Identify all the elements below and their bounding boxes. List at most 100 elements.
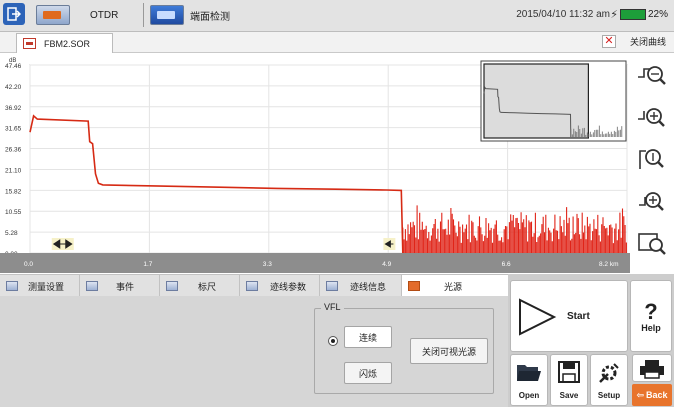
otdr-tab-icon <box>36 5 70 25</box>
event-marker <box>384 240 394 248</box>
start-label: Start <box>567 311 590 322</box>
tab-events[interactable]: 事件 <box>80 275 160 297</box>
file-tab-bar: FBM2.SOR ✕ 关闭曲线 <box>0 32 674 53</box>
tab-trace-params[interactable]: 迹线参数 <box>240 275 320 297</box>
back-label: Back <box>646 390 668 400</box>
tab-label: 迹线信息 <box>350 281 387 292</box>
start-button[interactable]: Start <box>510 280 628 352</box>
tab-fiber-inspection[interactable]: 端面检测 <box>150 3 230 27</box>
back-button[interactable]: ⇦ Back <box>632 384 672 406</box>
trace-file-icon <box>23 38 36 49</box>
help-button[interactable]: ? Help <box>630 280 672 352</box>
title-bar: OTDR 端面检测 2015/04/10 11:32 am ⚡ 22% <box>0 0 674 32</box>
exit-button[interactable] <box>3 3 25 25</box>
setup-button[interactable]: Setup <box>590 354 628 406</box>
trace-line <box>29 114 404 254</box>
y-tick-label: 36.92 <box>5 105 22 112</box>
battery-percent: 22% <box>647 9 668 20</box>
open-label: Open <box>518 391 540 400</box>
y-tick-label: 21.10 <box>5 167 22 174</box>
tab-measure-settings[interactable]: 测量设置 <box>0 275 80 297</box>
y-tick-label: 5.28 <box>5 230 18 237</box>
setup-label: Setup <box>597 391 621 400</box>
zoom-horizontal-in-button[interactable] <box>636 101 668 133</box>
date-time: 2015/04/10 11:32 am <box>516 9 610 20</box>
help-label: Help <box>641 323 661 333</box>
trace-plot[interactable]: 47.46 42.20 36.92 31.65 26.36 21.10 15.82 10.55… <box>0 53 630 273</box>
printer-icon <box>640 360 664 379</box>
events-tab-icon <box>86 281 98 291</box>
trace-params-tab-icon <box>246 281 258 291</box>
tab-otdr[interactable]: OTDR <box>36 3 118 27</box>
y-tick-label: 10.55 <box>5 209 22 216</box>
zoom-vertical-out-icon <box>639 149 664 169</box>
overview-trace <box>483 86 572 138</box>
battery-status: ⚡ 22% <box>610 8 668 21</box>
y-tick-label: 15.82 <box>5 188 22 195</box>
x-tick-label: 0.0 <box>24 261 33 268</box>
zoom-fit-button[interactable] <box>636 227 668 259</box>
x-tick-label: 3.3 <box>263 261 272 268</box>
settings-tab-icon <box>6 281 18 291</box>
vfl-flash-button[interactable]: 闪烁 <box>344 362 392 384</box>
open-button[interactable]: Open <box>510 354 548 406</box>
y-tick-label: 42.20 <box>5 84 22 91</box>
zoom-vertical-out-button[interactable] <box>636 143 668 175</box>
exit-icon <box>7 7 21 21</box>
overview-viewport <box>483 63 590 139</box>
close-trace-label: 关闭曲线 <box>629 37 666 47</box>
vfl-mode-radio[interactable] <box>328 336 338 346</box>
wrench-gear-icon <box>599 363 619 383</box>
tab-label: 迹线参数 <box>270 281 307 292</box>
vfl-group <box>314 308 494 394</box>
zoom-vertical-in-icon <box>639 192 664 211</box>
tab-divider <box>143 3 144 27</box>
tab-light-source[interactable]: 光源 <box>402 275 508 297</box>
tab-label: 事件 <box>116 281 135 292</box>
zoom-vertical-in-button[interactable] <box>636 185 668 217</box>
zoom-horizontal-out-button[interactable] <box>636 59 668 91</box>
close-icon: ✕ <box>601 35 616 48</box>
light-source-tab-icon <box>408 281 420 291</box>
x-axis-strip <box>0 253 630 273</box>
zoom-fit-icon <box>638 233 666 255</box>
save-button[interactable]: Save <box>550 354 588 406</box>
x-tick-label: 4.9 <box>382 261 391 268</box>
fiber-inspection-tab-icon <box>150 5 184 25</box>
zoom-horizontal-out-icon <box>638 66 666 85</box>
tab-cursor[interactable]: 标尺 <box>160 275 240 297</box>
otdr-trace-chart[interactable]: 47.46 42.20 36.92 31.65 26.36 21.10 15.82 10.55… <box>0 53 630 273</box>
zoom-horizontal-in-icon <box>638 108 665 127</box>
close-trace-button[interactable]: ✕ 关闭曲线 <box>601 35 666 48</box>
tab-label: 测量设置 <box>28 281 65 292</box>
tab-fiber-inspection-label: 端面检测 <box>190 11 230 23</box>
tab-label: 光源 <box>444 281 463 292</box>
tab-otdr-label: OTDR <box>90 9 119 21</box>
charging-icon: ⚡ <box>610 9 618 21</box>
x-tick-label: 1.7 <box>143 261 152 268</box>
light-source-panel: VFL 连续 闪烁 关闭可视光源 <box>0 296 508 407</box>
save-icon <box>558 361 580 383</box>
function-tab-bar: 测量设置 事件 标尺 迹线参数 迹线信息 光源 <box>0 274 508 297</box>
overview-noise <box>570 125 623 137</box>
vfl-continuous-button[interactable]: 连续 <box>344 326 392 348</box>
save-label: Save <box>559 391 579 400</box>
tab-label: 标尺 <box>198 281 217 292</box>
y-axis-label: dB <box>9 58 16 64</box>
y-tick-label: 26.36 <box>5 147 22 154</box>
print-button[interactable] <box>632 354 672 382</box>
play-icon <box>519 298 557 336</box>
tab-trace-info[interactable]: 迹线信息 <box>320 275 402 297</box>
cursor-tab-icon <box>166 281 178 291</box>
y-tick-label: 47.46 <box>5 63 22 70</box>
y-tick-label: 31.65 <box>5 126 22 133</box>
vfl-off-button[interactable]: 关闭可视光源 <box>410 338 488 364</box>
x-tick-label: 8.2 km <box>599 261 619 268</box>
file-name: FBM2.SOR <box>44 38 91 49</box>
question-icon: ? <box>644 299 658 324</box>
x-tick-label: 6.6 <box>502 261 511 268</box>
trace-info-tab-icon <box>326 281 338 291</box>
control-panel: Start ? Help Open Save Setup <box>508 274 674 407</box>
file-tab[interactable]: FBM2.SOR <box>16 33 113 53</box>
vfl-title: VFL <box>321 302 344 312</box>
